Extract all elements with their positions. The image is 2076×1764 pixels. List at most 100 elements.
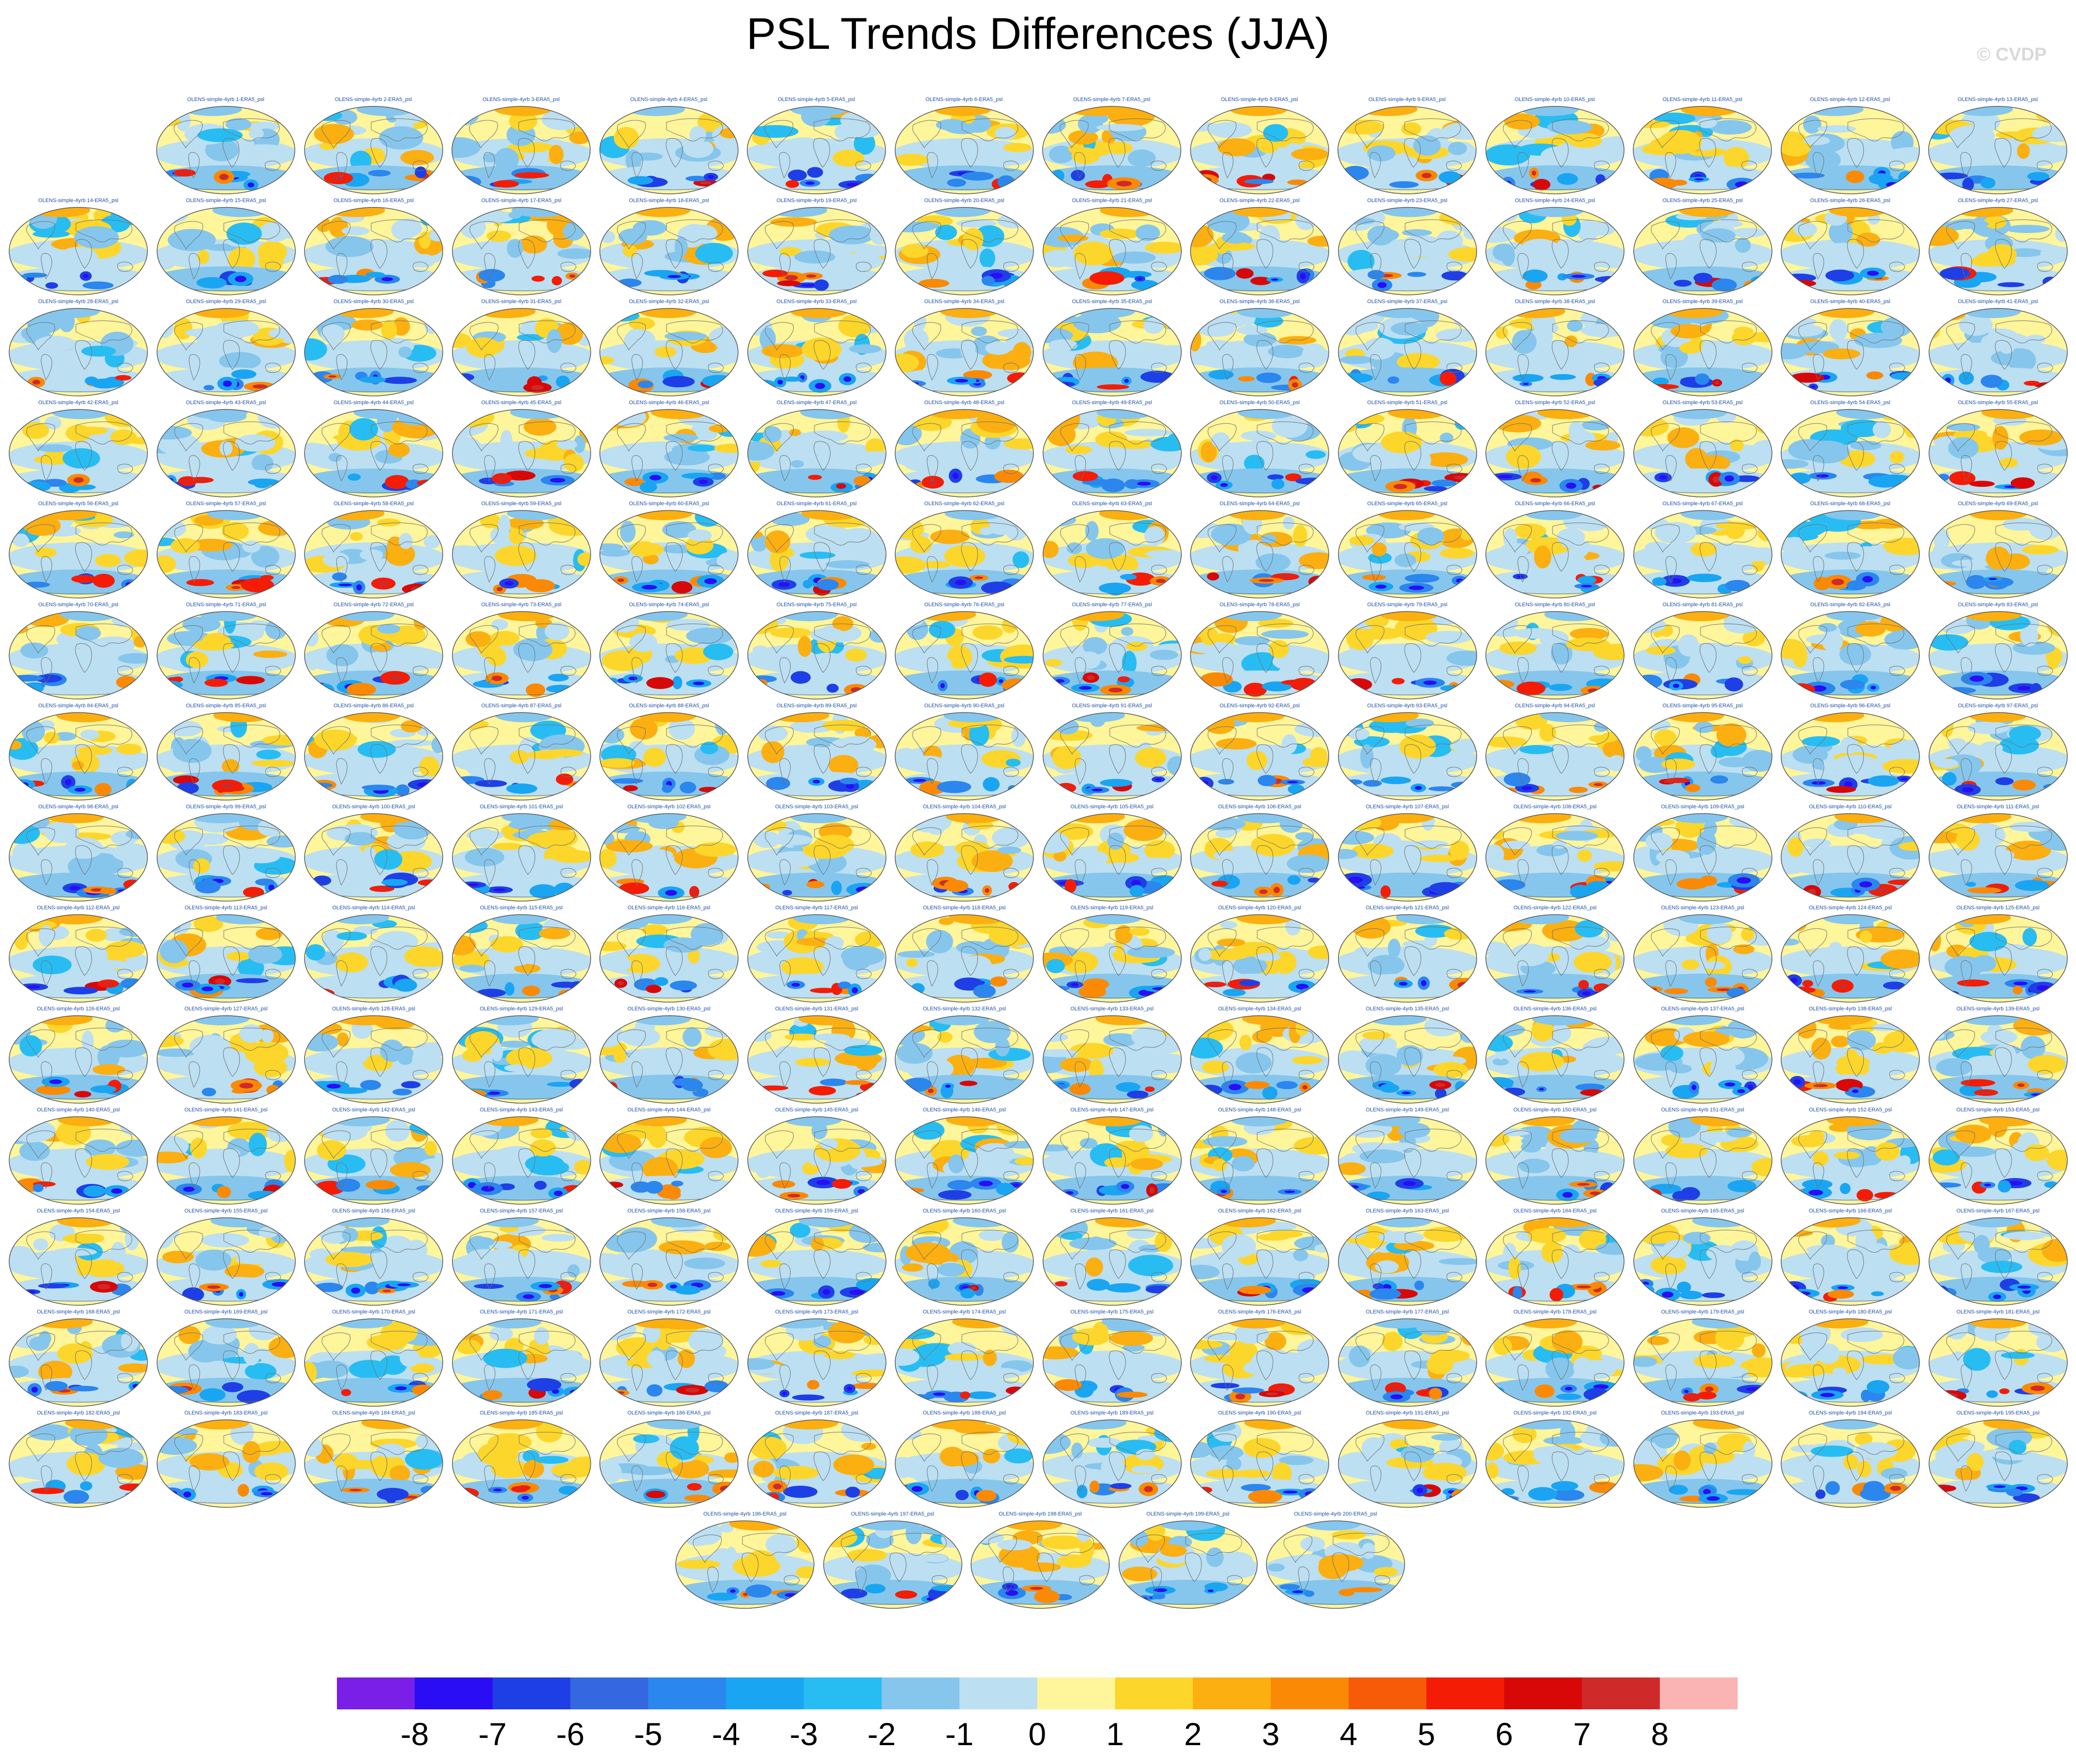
global-map bbox=[9, 510, 148, 598]
field-contour bbox=[426, 1024, 439, 1033]
field-contour bbox=[1805, 982, 1811, 985]
map-panel: OLENS-simple-4yrb 20-ERA5_psl bbox=[892, 198, 1037, 297]
field-contour bbox=[1459, 525, 1474, 540]
global-map bbox=[599, 712, 739, 801]
field-contour bbox=[1636, 674, 1662, 689]
field-contour bbox=[974, 576, 984, 579]
coastline bbox=[117, 262, 133, 272]
field-contour bbox=[305, 974, 443, 999]
coastline bbox=[519, 523, 576, 546]
global-map bbox=[1633, 510, 1772, 598]
coastline bbox=[1742, 565, 1758, 575]
field-contour bbox=[685, 175, 708, 182]
coastline bbox=[1552, 321, 1609, 344]
field-contour bbox=[1258, 140, 1278, 153]
field-contour bbox=[1581, 584, 1592, 588]
field-contour bbox=[452, 918, 488, 933]
coastline bbox=[1665, 253, 1677, 280]
field-contour bbox=[777, 379, 783, 385]
field-contour bbox=[1486, 612, 1518, 632]
coastline bbox=[483, 152, 495, 179]
field-contour bbox=[632, 207, 691, 217]
map-panel: OLENS-simple-4yrb 98-ERA5_psl bbox=[6, 804, 151, 903]
field-contour bbox=[536, 953, 581, 964]
panel-title: OLENS-simple-4yrb 28-ERA5_psl bbox=[38, 299, 118, 305]
global-map bbox=[1337, 712, 1477, 801]
field-contour bbox=[1831, 755, 1880, 775]
field-contour bbox=[1211, 475, 1218, 481]
field-contour bbox=[1433, 1062, 1468, 1078]
global-map bbox=[599, 510, 739, 598]
global-map bbox=[895, 712, 1034, 801]
field-contour bbox=[944, 879, 969, 892]
field-contour bbox=[906, 618, 929, 640]
field-contour bbox=[1152, 987, 1166, 991]
field-contour bbox=[1821, 631, 1843, 652]
coastline bbox=[1256, 340, 1274, 370]
coastline bbox=[1995, 542, 2012, 572]
global-map bbox=[451, 510, 591, 598]
field-contour bbox=[1805, 106, 1864, 116]
coastline bbox=[1369, 556, 1381, 583]
coastline bbox=[926, 152, 938, 179]
global-map bbox=[156, 409, 296, 497]
field-contour bbox=[935, 119, 967, 131]
field-contour bbox=[2028, 516, 2062, 540]
field-contour bbox=[944, 510, 1003, 520]
field-contour bbox=[120, 978, 144, 990]
map-outline bbox=[156, 207, 296, 295]
coastline bbox=[26, 221, 55, 250]
map-panel: OLENS-simple-4yrb 88-ERA5_psl bbox=[596, 703, 741, 802]
coastline bbox=[1813, 455, 1824, 482]
field-contour bbox=[838, 314, 871, 337]
coastline bbox=[1665, 556, 1677, 583]
field-contour bbox=[253, 650, 288, 658]
field-contour bbox=[1276, 1081, 1298, 1090]
global-map bbox=[895, 207, 1034, 295]
map-panel: OLENS-simple-4yrb 47-ERA5_psl bbox=[744, 400, 889, 499]
coastline bbox=[779, 455, 791, 482]
field-contour bbox=[1593, 378, 1620, 388]
coastline bbox=[174, 625, 203, 654]
field-contour bbox=[1287, 875, 1301, 885]
field-contour bbox=[1120, 678, 1126, 681]
field-contour bbox=[747, 441, 886, 472]
field-contour bbox=[765, 530, 790, 554]
coastline bbox=[321, 322, 350, 351]
field-contour bbox=[157, 520, 186, 538]
field-contour bbox=[1633, 772, 1772, 797]
field-contour bbox=[1847, 1030, 1876, 1050]
field-contour bbox=[646, 677, 674, 689]
field-contour bbox=[388, 442, 410, 457]
global-map bbox=[1633, 611, 1772, 700]
map-outline bbox=[304, 308, 443, 396]
field-contour bbox=[1194, 776, 1214, 790]
field-contour bbox=[452, 367, 591, 393]
coastline bbox=[223, 422, 280, 445]
global-map bbox=[156, 106, 295, 194]
map-panel: OLENS-simple-4yrb 96-ERA5_psl bbox=[1778, 703, 1923, 802]
field-contour bbox=[190, 833, 228, 845]
panel-title: OLENS-simple-4yrb 84-ERA5_psl bbox=[38, 703, 118, 709]
field-contour bbox=[348, 473, 361, 481]
field-contour bbox=[71, 575, 96, 583]
field-contour bbox=[1786, 279, 1816, 287]
global-map bbox=[1781, 914, 1920, 1003]
coastline bbox=[174, 423, 203, 452]
field-contour bbox=[1680, 510, 1739, 520]
global-map bbox=[1928, 106, 2067, 194]
coastline bbox=[174, 524, 203, 553]
field-contour bbox=[1901, 777, 1908, 781]
coastline bbox=[75, 219, 132, 243]
field-contour bbox=[1267, 474, 1284, 480]
coastline bbox=[1995, 523, 2052, 546]
field-contour bbox=[1811, 1037, 1831, 1060]
field-contour bbox=[1087, 675, 1095, 680]
panel-title: OLENS-simple-4yrb 14-ERA5_psl bbox=[38, 198, 118, 204]
map-panel: OLENS-simple-4yrb 99-ERA5_psl bbox=[154, 804, 299, 903]
field-contour bbox=[1048, 339, 1077, 351]
map-panel-grid: OLENS-simple-4yrb 1-ERA5_psl OLENS-simple… bbox=[6, 97, 2068, 1609]
field-contour bbox=[971, 326, 987, 336]
field-contour bbox=[1855, 621, 1886, 637]
field-contour bbox=[624, 478, 645, 486]
